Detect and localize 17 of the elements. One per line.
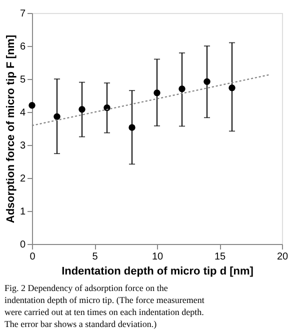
y-tick-label: 3 <box>20 140 26 152</box>
y-tick-label: 6 <box>20 42 26 52</box>
x-tick-label: 5 <box>92 252 98 262</box>
x-tick-label: 15 <box>214 252 226 262</box>
y-axis-title: Adsorption force of micro tip F [nm] <box>4 34 17 224</box>
x-tick-label: 0 <box>30 252 36 262</box>
y-tick-label: 4 <box>20 108 26 118</box>
x-axis-title: Indentation depth of micro tip d [nm] <box>62 266 254 278</box>
y-tick-label: 1 <box>20 206 26 218</box>
y-tick-label: 2 <box>20 174 26 184</box>
caption: Fig. 2 Dependency of adsorption force on the indentation depth of micro tip. (The force measurement were carried out at ten times on each indentation depth. The error bar shows a standard deviation.) <box>4 283 205 329</box>
x-tick-label: 20 <box>276 252 288 262</box>
y-tick-label: 7 <box>20 8 26 20</box>
x-tick-label: 10 <box>152 252 164 262</box>
y-tick-label: 0 <box>20 240 26 250</box>
y-tick-label: 5 <box>20 74 26 86</box>
point <box>28 102 36 109</box>
